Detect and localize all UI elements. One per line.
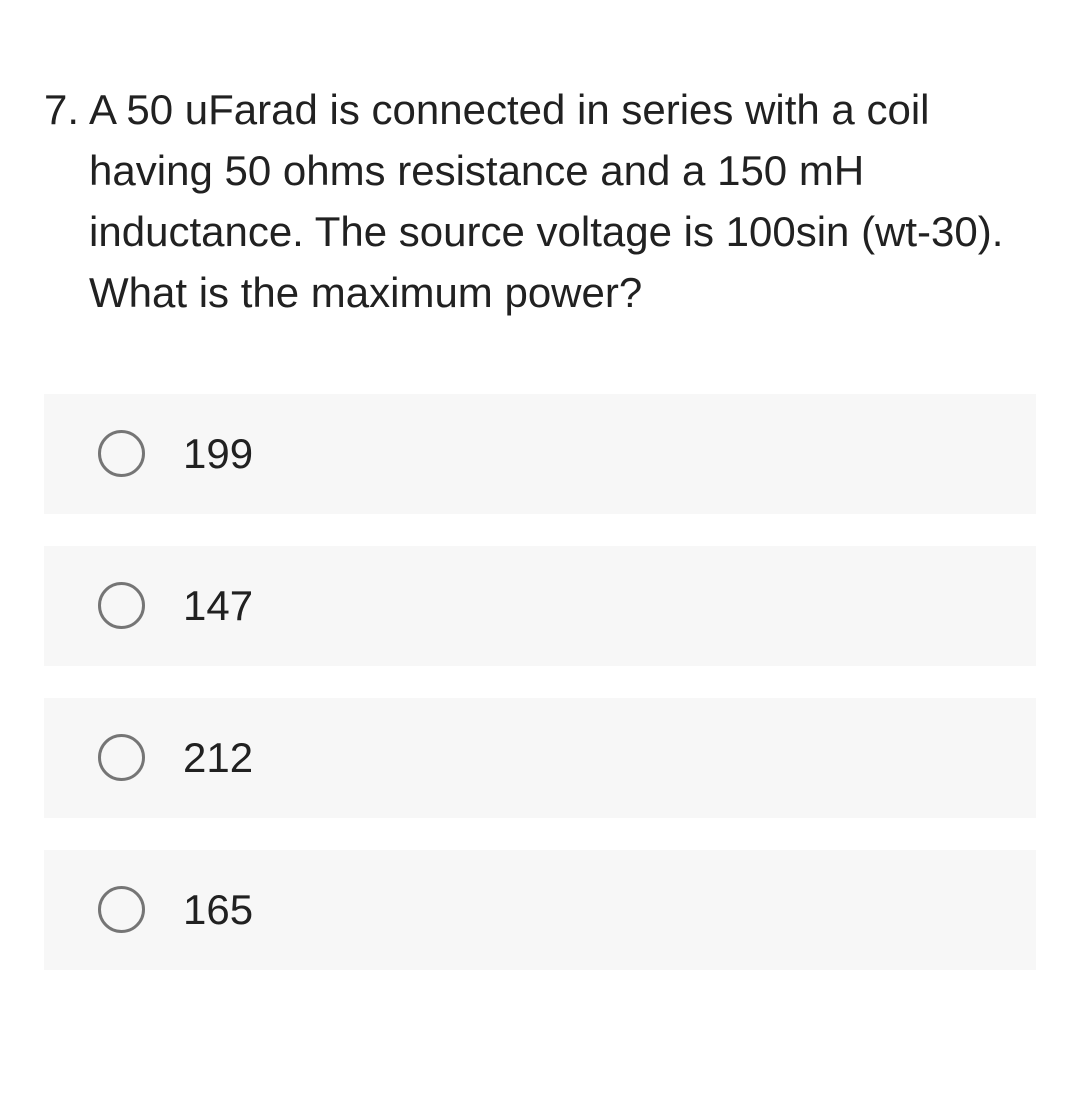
option-3[interactable]: 212	[44, 698, 1036, 818]
radio-icon	[98, 734, 145, 781]
question-container: 7. A 50 uFarad is connected in series wi…	[44, 80, 1036, 324]
question-text: A 50 uFarad is connected in series with …	[89, 80, 1036, 324]
option-label: 199	[183, 430, 253, 478]
radio-icon	[98, 430, 145, 477]
option-1[interactable]: 199	[44, 394, 1036, 514]
option-2[interactable]: 147	[44, 546, 1036, 666]
option-label: 147	[183, 582, 253, 630]
question-number: 7.	[44, 80, 79, 324]
radio-icon	[98, 886, 145, 933]
radio-icon	[98, 582, 145, 629]
option-4[interactable]: 165	[44, 850, 1036, 970]
option-label: 212	[183, 734, 253, 782]
option-label: 165	[183, 886, 253, 934]
options-container: 199 147 212 165	[44, 394, 1036, 970]
